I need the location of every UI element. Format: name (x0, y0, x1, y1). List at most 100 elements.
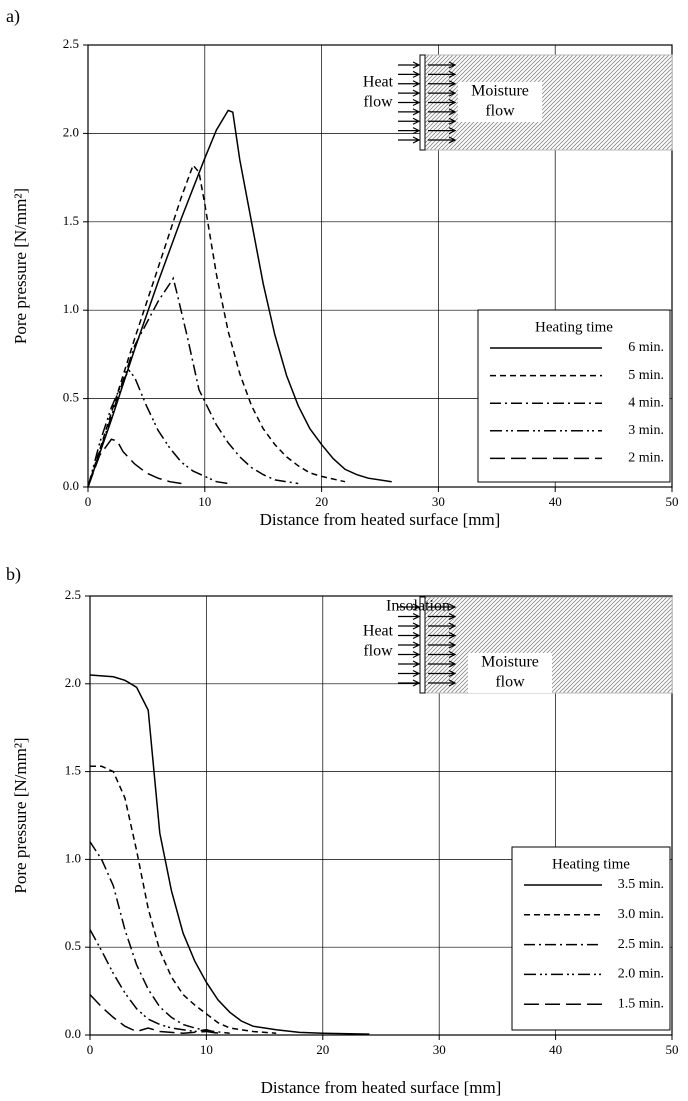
heat-arrow (398, 612, 421, 621)
series-line (89, 929, 219, 1034)
annotation-moisture: flow (495, 674, 525, 691)
moisture-arrow (428, 622, 457, 630)
heat-arrow (398, 98, 421, 107)
series-line (90, 765, 277, 1034)
legend-label: 1.5 min. (618, 996, 664, 1011)
annotation-heat: flow (363, 643, 393, 660)
y-tick-label: 0.0 (63, 478, 79, 493)
moisture-arrow (428, 61, 457, 69)
legend-title: Heating time (552, 856, 630, 872)
x-tick-label: 30 (433, 1042, 446, 1057)
heat-arrow (398, 641, 421, 649)
y-tick-label: 0.0 (65, 1026, 81, 1041)
legend-label: 6 min. (628, 340, 664, 355)
series-line (87, 276, 299, 488)
moisture-arrow (428, 669, 457, 678)
legend-label: 3.0 min. (618, 907, 664, 922)
y-axis-label: Pore pressure [N/mm²] (11, 737, 30, 893)
y-tick-label: 0.5 (65, 938, 81, 953)
y-tick-label: 2.5 (65, 587, 81, 602)
moisture-arrow (428, 117, 457, 125)
heat-arrow (398, 61, 421, 69)
heat-arrow (398, 89, 421, 97)
annotation-moisture: Moisture (471, 83, 529, 100)
annotation-bg (468, 653, 552, 673)
y-tick-label: 2.5 (63, 36, 79, 51)
annotation-bg (458, 82, 542, 102)
moisture-arrow (428, 89, 457, 97)
legend-label: 3.5 min. (618, 877, 664, 892)
moisture-arrow (428, 612, 457, 621)
x-axis-label: Distance from heated surface [mm] (261, 1078, 502, 1097)
moisture-arrow (428, 631, 457, 640)
x-tick-label: 40 (549, 494, 562, 509)
y-tick-label: 1.5 (63, 213, 79, 228)
heat-arrow (398, 631, 421, 640)
moisture-arrow (428, 650, 457, 659)
legend-box (511, 846, 671, 1031)
heat-arrow (398, 80, 421, 88)
annotation-heat: flow (363, 94, 393, 111)
series-line (89, 841, 230, 1034)
series-line (87, 438, 182, 488)
x-tick-label: 20 (315, 494, 328, 509)
y-tick-label: 1.0 (63, 301, 79, 316)
moisture-arrow (428, 80, 457, 88)
moisture-arrow (428, 660, 457, 668)
y-tick-label: 1.0 (65, 850, 81, 865)
plot-frame (89, 595, 673, 1036)
y-tick-label: 0.5 (63, 390, 79, 405)
y-tick-label: 1.5 (65, 763, 81, 778)
series-line (87, 163, 346, 488)
annotation-moisture: flow (485, 103, 515, 120)
legend-label: 4 min. (628, 395, 664, 410)
annotation-insolation: Insolation (386, 598, 450, 615)
x-tick-label: 30 (432, 494, 445, 509)
x-tick-label: 0 (85, 494, 92, 509)
legend-box (477, 309, 671, 483)
moisture-arrow (428, 70, 457, 78)
moisture-arrow (428, 136, 457, 144)
moisture-arrow (428, 108, 457, 116)
heat-arrow (398, 660, 421, 668)
legend-title: Heating time (535, 319, 613, 335)
annotation-heat: Heat (363, 74, 394, 91)
heat-arrow (398, 70, 421, 78)
series-line (87, 109, 392, 488)
panel-label: a) (6, 6, 20, 27)
series-line (89, 674, 370, 1035)
series-line (87, 368, 229, 488)
y-tick-label: 2.0 (65, 675, 81, 690)
heat-arrow (398, 117, 421, 125)
inset-material (419, 54, 673, 151)
heat-arrow (398, 603, 421, 611)
moisture-arrow (428, 603, 457, 611)
annotation-moisture: Moisture (481, 654, 539, 671)
x-tick-label: 50 (666, 494, 679, 509)
x-tick-label: 10 (198, 494, 211, 509)
moisture-arrow (428, 679, 457, 687)
panel: b) 0 10 20 30 40 50 0.0 0.5 1.0 1.5 2.0 2.5 Distance … (6, 564, 679, 1097)
heat-arrow (398, 108, 421, 116)
panel: a) 0 10 20 30 40 50 0.0 0.5 1.0 1.5 2.0 2.5 Distance … (6, 6, 679, 529)
y-tick-label: 2.0 (63, 124, 79, 139)
x-tick-label: 40 (549, 1042, 562, 1057)
legend-label: 2.5 min. (618, 937, 664, 952)
legend-label: 5 min. (628, 368, 664, 383)
panel-label: b) (6, 564, 21, 585)
x-tick-label: 50 (666, 1042, 679, 1057)
legend-label: 2.0 min. (618, 967, 664, 982)
moisture-arrow (428, 641, 457, 649)
x-tick-label: 20 (316, 1042, 329, 1057)
moisture-arrow (428, 98, 457, 107)
annotation-bg (468, 673, 552, 693)
heat-arrow (398, 622, 421, 630)
annotation-heat: Heat (363, 623, 394, 640)
heat-arrow (398, 136, 421, 144)
moisture-arrow (428, 127, 457, 135)
legend-label: 3 min. (628, 423, 664, 438)
series-line (89, 994, 219, 1034)
x-axis-label: Distance from heated surface [mm] (260, 510, 501, 529)
inset-wall (419, 54, 426, 151)
